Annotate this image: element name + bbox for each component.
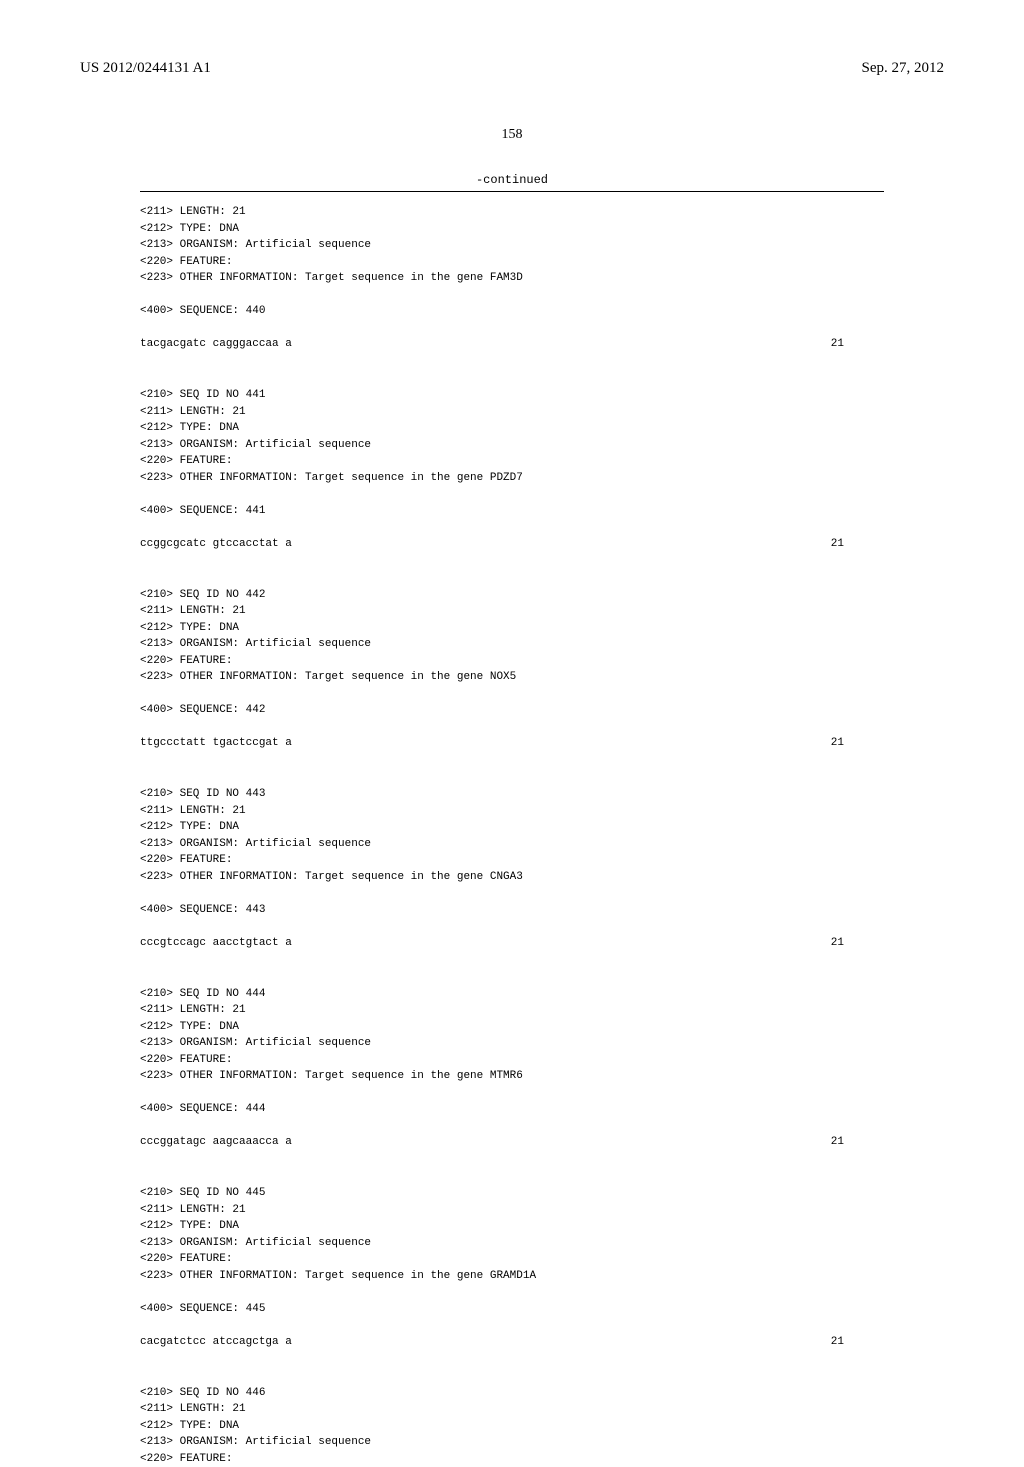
divider: [140, 191, 884, 192]
blank-line: [140, 752, 884, 769]
blank-line: [140, 353, 884, 370]
sequence-meta-line: <211> LENGTH: 21: [140, 204, 884, 221]
sequence-text: cacgatctcc atccagctga a: [140, 1334, 292, 1351]
sequence-length: 21: [831, 735, 884, 752]
sequence-meta-line: <210> SEQ ID NO 442: [140, 587, 884, 604]
sequence-meta-line: <213> ORGANISM: Artificial sequence: [140, 1434, 884, 1451]
sequence-meta-line: <213> ORGANISM: Artificial sequence: [140, 1035, 884, 1052]
publication-number: US 2012/0244131 A1: [80, 60, 211, 77]
sequence-length: 21: [831, 935, 884, 952]
sequence-meta-line: <213> ORGANISM: Artificial sequence: [140, 636, 884, 653]
blank-line: [140, 1284, 884, 1301]
blank-line: [140, 519, 884, 536]
continued-label: -continued: [80, 173, 944, 187]
sequence-meta-line: <210> SEQ ID NO 441: [140, 387, 884, 404]
sequence-meta-line: <223> OTHER INFORMATION: Target sequence…: [140, 470, 884, 487]
sequence-meta-line: <220> FEATURE:: [140, 1451, 884, 1467]
blank-line: [140, 951, 884, 968]
document-header: US 2012/0244131 A1 Sep. 27, 2012: [80, 60, 944, 77]
sequence-block: <210> SEQ ID NO 443<211> LENGTH: 21<212>…: [140, 786, 884, 968]
sequence-block: <210> SEQ ID NO 444<211> LENGTH: 21<212>…: [140, 986, 884, 1168]
sequence-meta-line: <212> TYPE: DNA: [140, 819, 884, 836]
sequence-length: 21: [831, 336, 884, 353]
sequence-length: 21: [831, 1334, 884, 1351]
blank-line: [140, 1151, 884, 1168]
blank-line: [140, 320, 884, 337]
publication-date: Sep. 27, 2012: [862, 60, 945, 77]
sequence-data-row: ccggcgcatc gtccacctat a 21: [140, 536, 884, 553]
sequence-block: <210> SEQ ID NO 441<211> LENGTH: 21<212>…: [140, 387, 884, 569]
sequence-label: <400> SEQUENCE: 445: [140, 1301, 884, 1318]
blank-line: [140, 1317, 884, 1334]
sequence-meta-line: <220> FEATURE:: [140, 1251, 884, 1268]
sequence-block: <210> SEQ ID NO 442<211> LENGTH: 21<212>…: [140, 587, 884, 769]
sequence-meta-line: <223> OTHER INFORMATION: Target sequence…: [140, 270, 884, 287]
sequence-data-row: ttgccctatt tgactccgat a 21: [140, 735, 884, 752]
sequence-meta-line: <212> TYPE: DNA: [140, 1019, 884, 1036]
blank-line: [140, 686, 884, 703]
sequence-meta-line: <210> SEQ ID NO 444: [140, 986, 884, 1003]
sequence-meta-line: <212> TYPE: DNA: [140, 1418, 884, 1435]
sequence-label: <400> SEQUENCE: 440: [140, 303, 884, 320]
sequence-meta-line: <220> FEATURE:: [140, 852, 884, 869]
sequence-length: 21: [831, 536, 884, 553]
sequence-block: <211> LENGTH: 21<212> TYPE: DNA<213> ORG…: [140, 204, 884, 369]
sequence-meta-line: <212> TYPE: DNA: [140, 221, 884, 238]
sequence-block: <210> SEQ ID NO 445<211> LENGTH: 21<212>…: [140, 1185, 884, 1367]
sequence-data-row: tacgacgatc cagggaccaa a 21: [140, 336, 884, 353]
sequence-meta-line: <220> FEATURE:: [140, 453, 884, 470]
blank-line: [140, 1085, 884, 1102]
sequence-meta-line: <211> LENGTH: 21: [140, 1202, 884, 1219]
blank-line: [140, 1118, 884, 1135]
sequence-meta-line: <211> LENGTH: 21: [140, 1002, 884, 1019]
blank-line: [140, 287, 884, 304]
sequence-meta-line: <220> FEATURE:: [140, 653, 884, 670]
sequence-meta-line: <220> FEATURE:: [140, 1052, 884, 1069]
sequence-length: 21: [831, 1134, 884, 1151]
sequence-label: <400> SEQUENCE: 441: [140, 503, 884, 520]
sequence-meta-line: <211> LENGTH: 21: [140, 1401, 884, 1418]
sequence-meta-line: <210> SEQ ID NO 445: [140, 1185, 884, 1202]
sequence-meta-line: <223> OTHER INFORMATION: Target sequence…: [140, 1268, 884, 1285]
sequence-block: <210> SEQ ID NO 446<211> LENGTH: 21<212>…: [140, 1385, 884, 1467]
sequence-meta-line: <213> ORGANISM: Artificial sequence: [140, 437, 884, 454]
sequence-data-row: cccgtccagc aacctgtact a 21: [140, 935, 884, 952]
sequence-label: <400> SEQUENCE: 443: [140, 902, 884, 919]
sequence-text: cccgtccagc aacctgtact a: [140, 935, 292, 952]
sequence-meta-line: <211> LENGTH: 21: [140, 404, 884, 421]
sequence-text: tacgacgatc cagggaccaa a: [140, 336, 292, 353]
sequence-meta-line: <212> TYPE: DNA: [140, 620, 884, 637]
blank-line: [140, 719, 884, 736]
sequence-meta-line: <223> OTHER INFORMATION: Target sequence…: [140, 1068, 884, 1085]
sequence-label: <400> SEQUENCE: 442: [140, 702, 884, 719]
sequence-listing: <211> LENGTH: 21<212> TYPE: DNA<213> ORG…: [80, 204, 944, 1467]
sequence-meta-line: <213> ORGANISM: Artificial sequence: [140, 237, 884, 254]
sequence-meta-line: <220> FEATURE:: [140, 254, 884, 271]
sequence-text: ttgccctatt tgactccgat a: [140, 735, 292, 752]
blank-line: [140, 1350, 884, 1367]
sequence-meta-line: <212> TYPE: DNA: [140, 420, 884, 437]
sequence-meta-line: <211> LENGTH: 21: [140, 603, 884, 620]
blank-line: [140, 918, 884, 935]
sequence-text: cccggatagc aagcaaacca a: [140, 1134, 292, 1151]
sequence-data-row: cacgatctcc atccagctga a 21: [140, 1334, 884, 1351]
sequence-meta-line: <213> ORGANISM: Artificial sequence: [140, 1235, 884, 1252]
blank-line: [140, 486, 884, 503]
blank-line: [140, 552, 884, 569]
sequence-data-row: cccggatagc aagcaaacca a 21: [140, 1134, 884, 1151]
blank-line: [140, 885, 884, 902]
sequence-meta-line: <211> LENGTH: 21: [140, 803, 884, 820]
sequence-meta-line: <210> SEQ ID NO 446: [140, 1385, 884, 1402]
sequence-meta-line: <212> TYPE: DNA: [140, 1218, 884, 1235]
sequence-text: ccggcgcatc gtccacctat a: [140, 536, 292, 553]
sequence-meta-line: <223> OTHER INFORMATION: Target sequence…: [140, 669, 884, 686]
sequence-meta-line: <223> OTHER INFORMATION: Target sequence…: [140, 869, 884, 886]
sequence-meta-line: <210> SEQ ID NO 443: [140, 786, 884, 803]
sequence-label: <400> SEQUENCE: 444: [140, 1101, 884, 1118]
sequence-meta-line: <213> ORGANISM: Artificial sequence: [140, 836, 884, 853]
page-number: 158: [80, 127, 944, 143]
